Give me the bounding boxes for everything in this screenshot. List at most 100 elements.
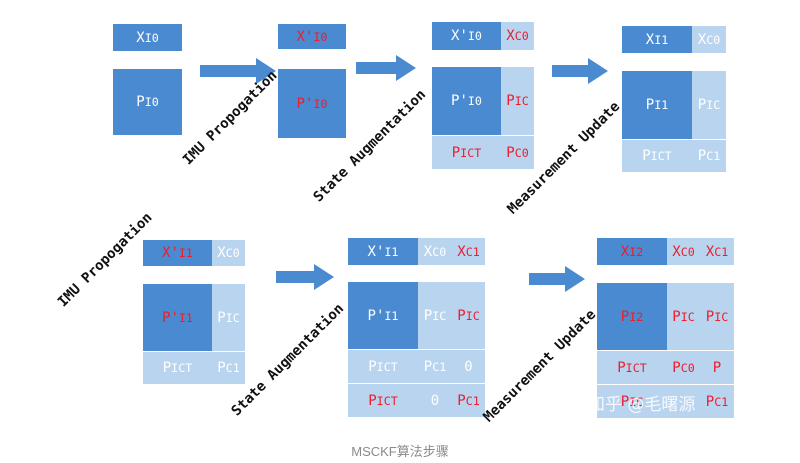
symbol: P xyxy=(162,360,172,376)
symbol: P xyxy=(217,360,226,376)
subscript: C0 xyxy=(514,29,529,43)
step-label-measurement-update: Measurement Update xyxy=(480,306,600,426)
covariance-p-i0: P I0 xyxy=(113,69,182,135)
symbol: P xyxy=(506,93,515,109)
subscript: I0 xyxy=(144,95,159,109)
symbol: P xyxy=(697,148,707,164)
state-vector-x-c0: X C0 xyxy=(692,26,726,53)
symbol: X xyxy=(705,243,715,260)
symbol: P xyxy=(217,309,226,326)
superscript: T xyxy=(185,361,193,375)
superscript: T xyxy=(474,145,482,160)
subscript: C0 xyxy=(680,360,695,375)
symbol: P xyxy=(506,144,515,161)
subscript: IC xyxy=(714,309,729,324)
state-vector-x-c0: X C0 xyxy=(667,238,700,265)
covariance-p-prime-i0: P' I0 xyxy=(432,67,501,135)
subscript: IC xyxy=(376,359,391,374)
covariance-p-ic: P IC xyxy=(501,67,534,135)
subscript: C0 xyxy=(706,32,721,47)
symbol: P xyxy=(705,308,715,325)
covariance-p-ic-new: P IC xyxy=(700,283,734,350)
covariance-p-ic-transpose: P IC T xyxy=(348,350,418,383)
subscript: IC xyxy=(376,393,391,408)
covariance-p-ic: P IC xyxy=(418,282,452,349)
covariance-p-c1: P C1 xyxy=(212,352,245,384)
state-vector-x-prime-i0: X' I0 xyxy=(278,24,346,49)
subscript: C1 xyxy=(714,244,729,259)
subscript: I1 xyxy=(654,98,669,112)
symbol: X xyxy=(672,243,681,260)
state-vector-x-c1: X C1 xyxy=(700,238,734,265)
symbol: P xyxy=(368,392,377,409)
subscript: IC xyxy=(650,149,665,163)
zero-block: 0 xyxy=(452,350,485,383)
covariance-p-prime-i1: P' I1 xyxy=(143,284,212,351)
subscript: I0 xyxy=(144,30,159,45)
symbol: P xyxy=(672,359,681,376)
subscript: I1 xyxy=(384,308,399,323)
subscript: C1 xyxy=(714,394,729,409)
symbol: X xyxy=(645,31,655,48)
subscript: I0 xyxy=(467,29,482,43)
subscript: IC xyxy=(432,308,447,323)
state-vector-x-prime-i0: X' I0 xyxy=(432,22,501,50)
symbol: X xyxy=(620,243,630,260)
covariance-p-i2: P I2 xyxy=(597,283,667,350)
symbol: P xyxy=(617,359,626,376)
covariance-p-prime-i0: P' I0 xyxy=(278,69,346,138)
superscript: T xyxy=(390,393,398,408)
symbol: P xyxy=(642,148,651,164)
state-vector-x-prime-i1: X' I1 xyxy=(143,240,212,266)
covariance-p-c1-new: P C1 xyxy=(452,384,485,417)
symbol: P xyxy=(457,307,466,324)
symbol: X xyxy=(697,31,707,48)
figure-caption: MSCKF算法步骤 xyxy=(351,444,449,459)
covariance-p-ic-transpose-new: P IC T xyxy=(348,384,418,417)
covariance-p-partial: P xyxy=(700,351,734,384)
subscript: IC xyxy=(225,310,240,325)
state-vector-x-prime-i1: X' I1 xyxy=(348,238,418,265)
symbol: P xyxy=(457,392,466,409)
subscript: I1 xyxy=(384,244,399,259)
symbol: P xyxy=(620,393,630,410)
covariance-p-ic-transpose: P IC T xyxy=(597,351,667,384)
symbol: P' xyxy=(367,307,385,324)
symbol: X' xyxy=(296,28,314,45)
subscript: I1 xyxy=(178,246,193,260)
symbol: P' xyxy=(451,93,468,109)
watermark: 知乎 @毛曙源 xyxy=(588,395,696,415)
superscript: T xyxy=(390,359,398,374)
state-vector-x-i1: X I1 xyxy=(622,26,692,53)
subscript: C1 xyxy=(432,359,447,374)
symbol: P xyxy=(697,97,707,113)
state-vector-x-c1: X C1 xyxy=(452,238,485,265)
covariance-p-prime-i1: P' I1 xyxy=(348,282,418,349)
covariance-p-c1: P C1 xyxy=(700,385,734,418)
symbol: P xyxy=(712,359,722,376)
symbol: X xyxy=(457,243,466,260)
subscript: IC xyxy=(706,98,721,112)
state-vector-x-c0: X C0 xyxy=(418,238,452,265)
subscript: IC xyxy=(629,394,644,409)
subscript: C0 xyxy=(514,145,529,160)
symbol: P' xyxy=(162,309,179,326)
zero-block: 0 xyxy=(418,384,452,417)
step-label-imu-propagation: IMU Propogation xyxy=(54,209,156,311)
covariance-block-hidden xyxy=(667,385,700,418)
subscript: IC xyxy=(625,360,640,375)
covariance-p-c0: P C0 xyxy=(501,136,534,169)
symbol: P xyxy=(645,97,655,113)
covariance-p-i1: P I1 xyxy=(622,71,692,139)
subscript: C1 xyxy=(465,393,480,408)
arrow-right-icon xyxy=(276,264,334,290)
covariance-p-c0: P C0 xyxy=(667,351,700,384)
subscript: IC xyxy=(514,94,529,108)
superscript: T xyxy=(664,149,672,163)
symbol: X xyxy=(136,29,145,46)
covariance-p-ic-transpose: P IC T xyxy=(143,352,212,384)
arrow-right-icon xyxy=(200,58,276,84)
covariance-p-ic: P IC xyxy=(692,71,726,139)
state-vector-x-i2: X I2 xyxy=(597,238,667,265)
symbol: P' xyxy=(296,95,314,112)
